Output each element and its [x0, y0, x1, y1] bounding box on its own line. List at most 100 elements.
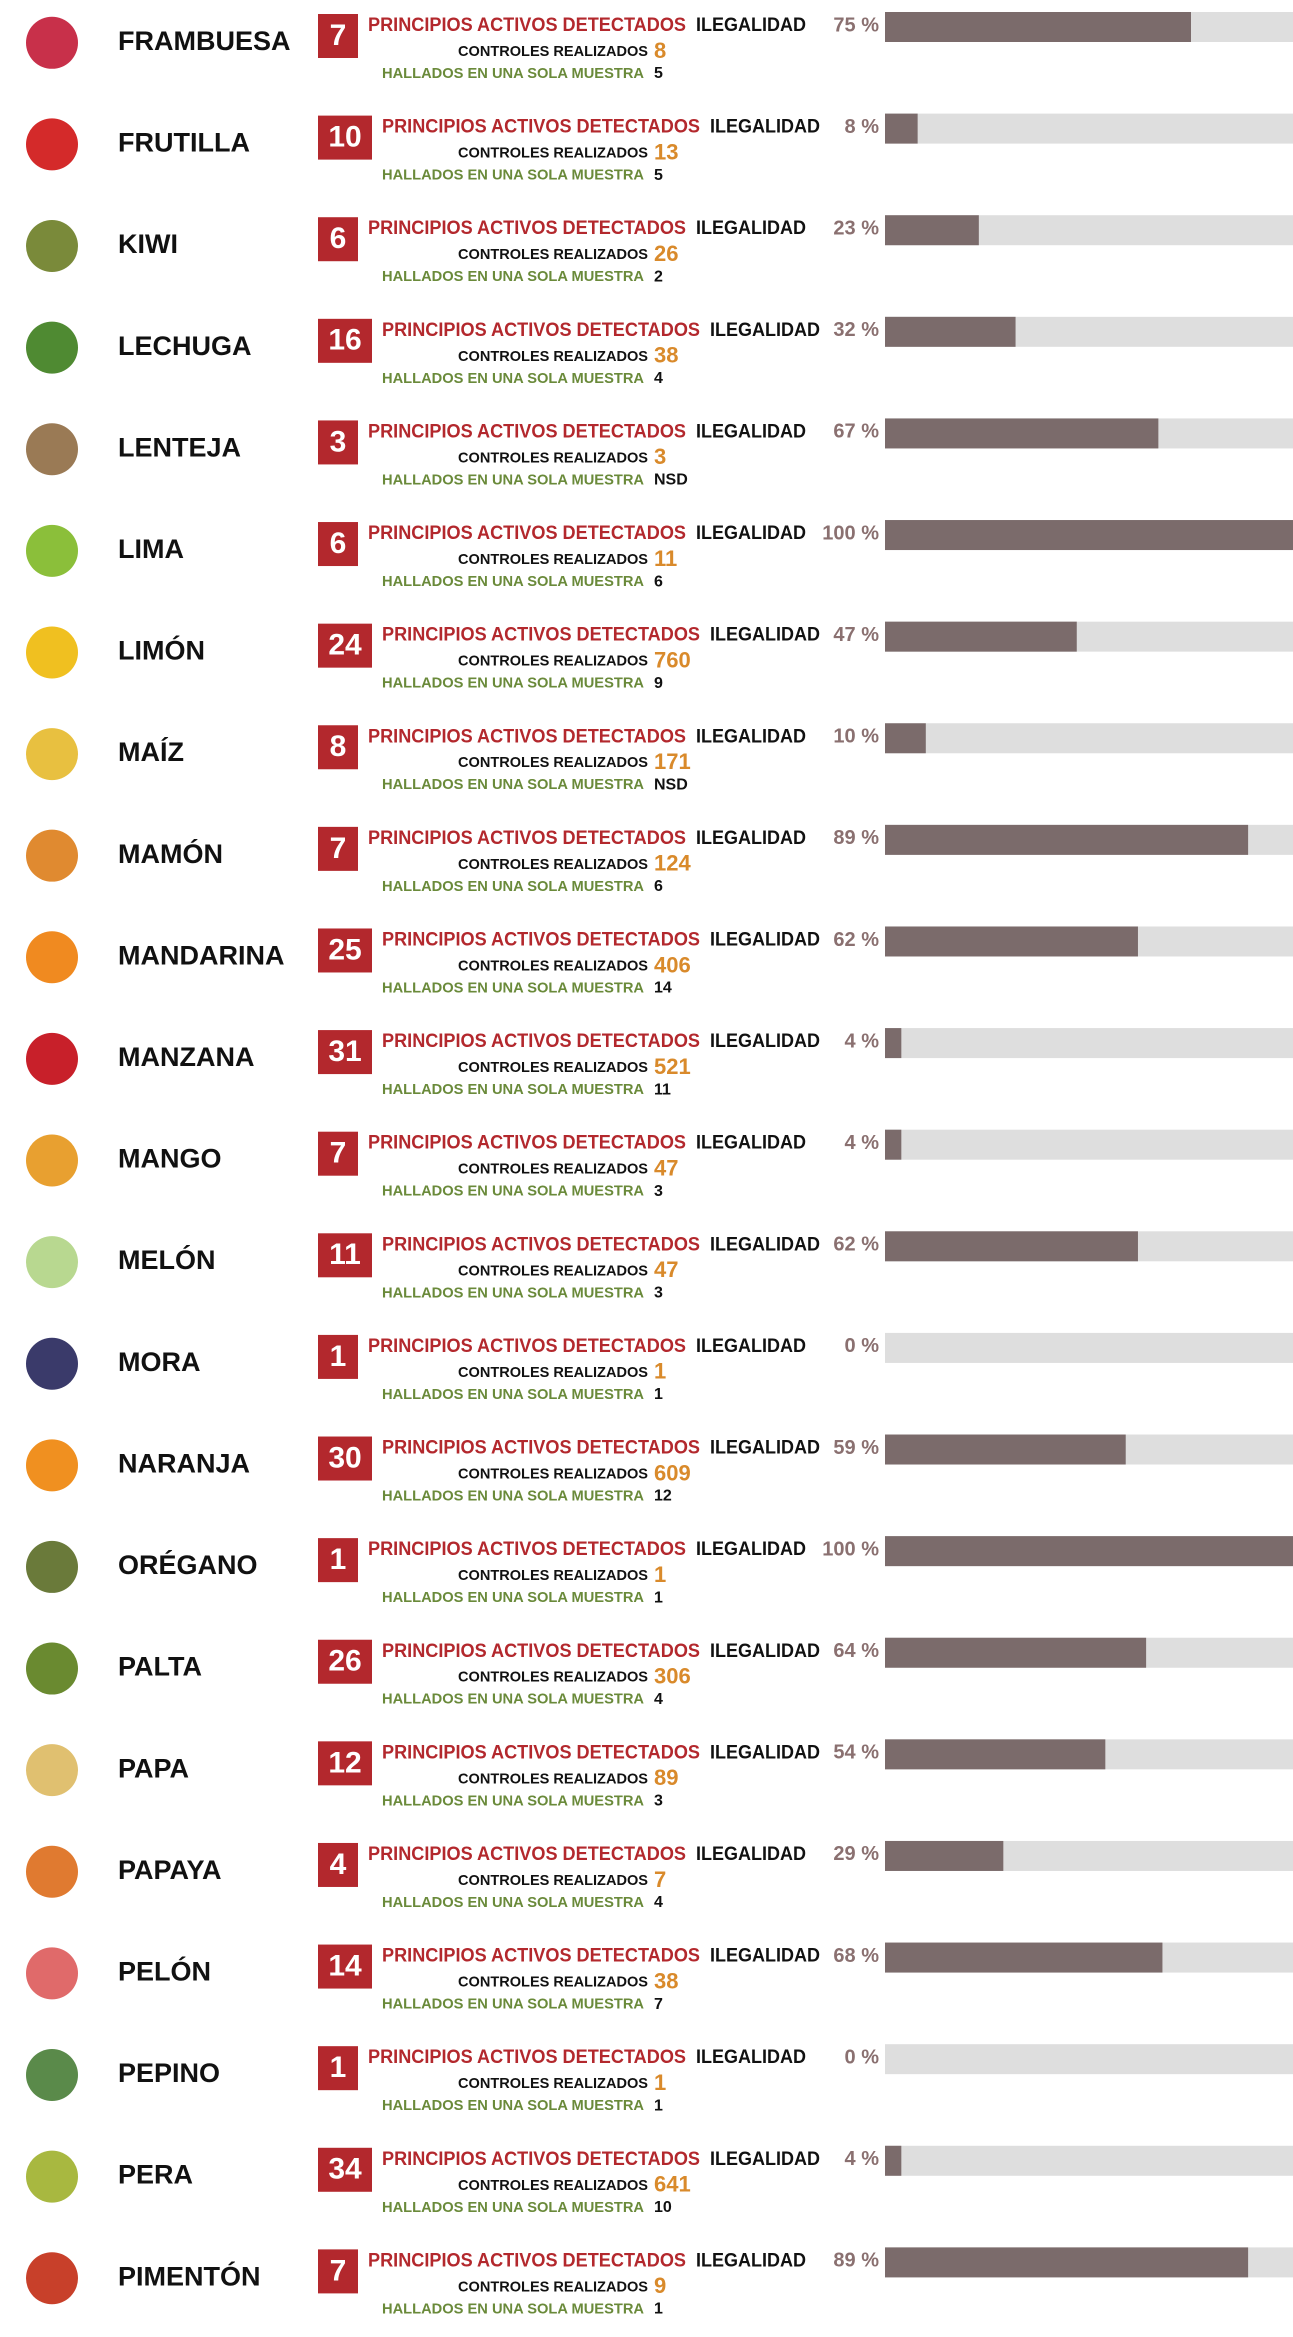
fruit-name: PAPAYA [118, 1855, 222, 1885]
hallados-value: 11 [654, 1081, 671, 1098]
ilegalidad-label: ILEGALIDAD [696, 1336, 806, 1357]
hallados-label: HALLADOS EN UNA SOLA MUESTRA [382, 1183, 644, 1200]
controles-value: 8 [654, 38, 666, 63]
controles-label: CONTROLES REALIZADOS [458, 2177, 648, 2194]
ilegalidad-label: ILEGALIDAD [696, 1844, 806, 1865]
hallados-value: 1 [654, 1589, 663, 1606]
hallados-label: HALLADOS EN UNA SOLA MUESTRA [382, 979, 644, 996]
principios-count: 11 [329, 1238, 361, 1271]
hallados-value: 1 [654, 2097, 663, 2114]
hallados-value: 3 [654, 1183, 663, 1200]
principios-count: 26 [328, 1645, 361, 1678]
hallados-label: HALLADOS EN UNA SOLA MUESTRA [382, 268, 644, 285]
ilegalidad-label: ILEGALIDAD [710, 1438, 820, 1459]
principios-label: PRINCIPIOS ACTIVOS DETECTADOS [368, 15, 686, 36]
hallados-label: HALLADOS EN UNA SOLA MUESTRA [382, 65, 644, 82]
fruit-icon [26, 1846, 78, 1898]
controles-value: 1 [654, 1562, 666, 1587]
principios-label: PRINCIPIOS ACTIVOS DETECTADOS [382, 1742, 700, 1763]
controles-label: CONTROLES REALIZADOS [458, 653, 648, 670]
ilegalidad-label: ILEGALIDAD [710, 929, 820, 950]
principios-count: 7 [330, 1137, 347, 1170]
controles-label: CONTROLES REALIZADOS [458, 957, 648, 974]
bar-track [885, 114, 1293, 144]
bar [885, 825, 1248, 855]
bar-track [885, 723, 1293, 753]
fruit-name: PELÓN [118, 1955, 211, 1986]
fruit-name: PALTA [118, 1652, 202, 1682]
principios-label: PRINCIPIOS ACTIVOS DETECTADOS [382, 1946, 700, 1967]
controles-label: CONTROLES REALIZADOS [458, 1262, 648, 1279]
bar [885, 1739, 1105, 1769]
principios-count: 12 [328, 1746, 361, 1779]
controles-value: 89 [654, 1765, 678, 1790]
hallados-label: HALLADOS EN UNA SOLA MUESTRA [382, 1589, 644, 1606]
ilegalidad-label: ILEGALIDAD [696, 2250, 806, 2271]
ilegalidad-value: 100 % [822, 522, 879, 544]
bar [885, 1130, 901, 1160]
principios-label: PRINCIPIOS ACTIVOS DETECTADOS [368, 218, 686, 239]
controles-label: CONTROLES REALIZADOS [458, 1567, 648, 1584]
fruit-icon [26, 830, 78, 882]
hallados-label: HALLADOS EN UNA SOLA MUESTRA [382, 1081, 644, 1098]
principios-label: PRINCIPIOS ACTIVOS DETECTADOS [368, 1336, 686, 1357]
principios-label: PRINCIPIOS ACTIVOS DETECTADOS [368, 1844, 686, 1865]
ilegalidad-value: 0 % [845, 1335, 880, 1357]
fruit-icon [26, 1541, 78, 1593]
principios-label: PRINCIPIOS ACTIVOS DETECTADOS [382, 625, 700, 646]
fruit-name: PIMENTÓN [118, 2260, 261, 2291]
ilegalidad-label: ILEGALIDAD [696, 1133, 806, 1154]
hallados-value: 6 [654, 573, 663, 590]
page: FRAMBUESA7PRINCIPIOS ACTIVOS DETECTADOSC… [0, 0, 1293, 2337]
principios-label: PRINCIPIOS ACTIVOS DETECTADOS [368, 421, 686, 442]
principios-label: PRINCIPIOS ACTIVOS DETECTADOS [368, 828, 686, 849]
bar-track [885, 2044, 1293, 2074]
principios-count: 10 [328, 121, 361, 154]
controles-label: CONTROLES REALIZADOS [458, 246, 648, 263]
fruit-icon [26, 1439, 78, 1491]
fruit-icon [26, 118, 78, 170]
fruit-icon [26, 1236, 78, 1288]
controles-value: 47 [654, 1257, 678, 1282]
controles-label: CONTROLES REALIZADOS [458, 348, 648, 365]
fruit-icon [26, 1033, 78, 1085]
controles-label: CONTROLES REALIZADOS [458, 1059, 648, 1076]
controles-value: 38 [654, 1968, 678, 1993]
principios-count: 7 [330, 832, 347, 865]
controles-label: CONTROLES REALIZADOS [458, 1364, 648, 1381]
fruit-icon [26, 931, 78, 983]
bar [885, 1231, 1138, 1261]
ilegalidad-label: ILEGALIDAD [710, 1641, 820, 1662]
bar [885, 1028, 901, 1058]
bar-track [885, 1028, 1293, 1058]
hallados-label: HALLADOS EN UNA SOLA MUESTRA [382, 1894, 644, 1911]
ilegalidad-label: ILEGALIDAD [696, 1539, 806, 1560]
hallados-label: HALLADOS EN UNA SOLA MUESTRA [382, 776, 644, 793]
hallados-label: HALLADOS EN UNA SOLA MUESTRA [382, 1284, 644, 1301]
principios-label: PRINCIPIOS ACTIVOS DETECTADOS [382, 929, 700, 950]
controles-value: 7 [654, 1867, 666, 1892]
bar [885, 520, 1293, 550]
bar [885, 1536, 1293, 1566]
ilegalidad-label: ILEGALIDAD [710, 1742, 820, 1763]
infographic: FRAMBUESA7PRINCIPIOS ACTIVOS DETECTADOSC… [0, 0, 1293, 2337]
principios-label: PRINCIPIOS ACTIVOS DETECTADOS [368, 523, 686, 544]
hallados-value: 3 [654, 1793, 663, 1810]
hallados-label: HALLADOS EN UNA SOLA MUESTRA [382, 1691, 644, 1708]
hallados-label: HALLADOS EN UNA SOLA MUESTRA [382, 675, 644, 692]
ilegalidad-label: ILEGALIDAD [696, 15, 806, 36]
controles-value: 13 [654, 139, 678, 164]
principios-count: 30 [328, 1441, 361, 1474]
hallados-label: HALLADOS EN UNA SOLA MUESTRA [382, 1996, 644, 2013]
controles-label: CONTROLES REALIZADOS [458, 1465, 648, 1482]
principios-label: PRINCIPIOS ACTIVOS DETECTADOS [382, 1031, 700, 1052]
hallados-label: HALLADOS EN UNA SOLA MUESTRA [382, 2199, 644, 2216]
ilegalidad-label: ILEGALIDAD [696, 828, 806, 849]
fruit-icon [26, 2049, 78, 2101]
principios-count: 4 [330, 1848, 347, 1881]
principios-label: PRINCIPIOS ACTIVOS DETECTADOS [382, 117, 700, 138]
hallados-value: 5 [654, 65, 663, 82]
ilegalidad-value: 32 % [833, 319, 879, 341]
bar-track [885, 2146, 1293, 2176]
principios-count: 3 [330, 425, 347, 458]
